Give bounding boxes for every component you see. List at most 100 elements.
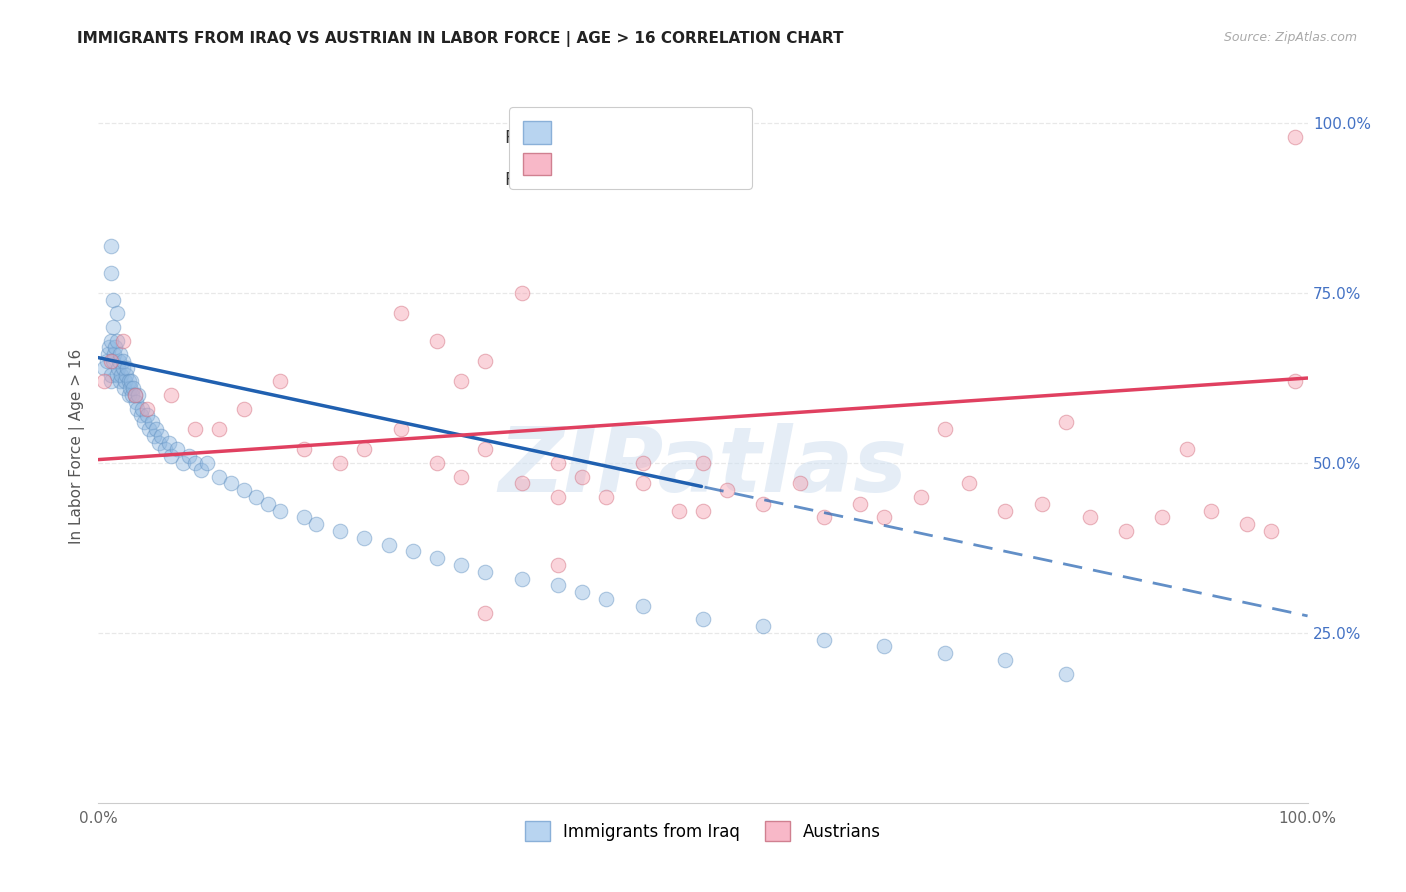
Point xyxy=(329,524,352,538)
Point xyxy=(450,469,472,483)
Point xyxy=(141,415,163,429)
Point xyxy=(179,449,201,463)
Point xyxy=(118,381,141,395)
Point xyxy=(692,612,714,626)
Point xyxy=(111,360,134,375)
Point xyxy=(172,456,194,470)
Point xyxy=(510,476,533,491)
Point xyxy=(104,341,127,355)
Point xyxy=(269,503,291,517)
Point xyxy=(98,341,121,355)
Point xyxy=(93,360,115,375)
Point xyxy=(127,401,149,416)
Point xyxy=(110,368,132,382)
Point xyxy=(96,354,118,368)
Point xyxy=(127,388,149,402)
Point xyxy=(474,354,496,368)
Point xyxy=(571,585,593,599)
Point xyxy=(105,306,128,320)
Point xyxy=(108,375,131,389)
Point xyxy=(256,497,278,511)
Text: Source: ZipAtlas.com: Source: ZipAtlas.com xyxy=(1223,31,1357,45)
Point xyxy=(474,442,496,457)
Point xyxy=(121,388,143,402)
Point xyxy=(150,429,173,443)
Point xyxy=(124,388,146,402)
Point xyxy=(934,422,956,436)
Point xyxy=(108,347,131,361)
Point xyxy=(232,401,254,416)
Point xyxy=(910,490,932,504)
Legend: Immigrants from Iraq, Austrians: Immigrants from Iraq, Austrians xyxy=(517,814,889,848)
Point xyxy=(934,646,956,660)
Point xyxy=(101,293,124,307)
Point xyxy=(1284,375,1306,389)
Point xyxy=(166,442,188,457)
Point xyxy=(135,401,157,416)
Point xyxy=(105,368,128,382)
Text: 55: 55 xyxy=(637,171,661,189)
Point xyxy=(547,456,569,470)
Point xyxy=(1175,442,1198,457)
Point xyxy=(1054,415,1077,429)
Point xyxy=(100,375,122,389)
Point xyxy=(1152,510,1174,524)
Point xyxy=(571,469,593,483)
Point xyxy=(143,429,166,443)
Point xyxy=(160,449,183,463)
Point xyxy=(292,510,315,524)
Text: R =: R = xyxy=(505,171,538,189)
Point xyxy=(716,483,738,498)
Point xyxy=(100,368,122,382)
Point xyxy=(93,375,115,389)
Text: IMMIGRANTS FROM IRAQ VS AUSTRIAN IN LABOR FORCE | AGE > 16 CORRELATION CHART: IMMIGRANTS FROM IRAQ VS AUSTRIAN IN LABO… xyxy=(77,31,844,47)
Point xyxy=(153,442,176,457)
Point xyxy=(118,375,141,389)
Point xyxy=(101,354,124,368)
Point xyxy=(1115,524,1137,538)
Point xyxy=(595,490,617,504)
Point xyxy=(100,238,122,252)
Point xyxy=(108,354,131,368)
Point xyxy=(114,375,136,389)
Point xyxy=(118,388,141,402)
Point xyxy=(112,381,135,395)
Point xyxy=(813,632,835,647)
Point xyxy=(131,401,153,416)
Point xyxy=(129,409,152,423)
Point xyxy=(145,422,167,436)
Point xyxy=(134,415,156,429)
Point xyxy=(873,510,896,524)
Point xyxy=(111,354,134,368)
Point xyxy=(138,422,160,436)
Point xyxy=(547,558,569,572)
Point xyxy=(221,476,243,491)
Point xyxy=(208,469,231,483)
Point xyxy=(101,320,124,334)
Point xyxy=(353,531,375,545)
Point xyxy=(752,619,775,633)
Point xyxy=(245,490,267,504)
Point xyxy=(1284,129,1306,144)
Point xyxy=(547,578,569,592)
Point xyxy=(184,422,207,436)
Point xyxy=(97,347,120,361)
Text: ZIPatlas: ZIPatlas xyxy=(499,424,907,511)
Point xyxy=(595,591,617,606)
Point xyxy=(813,510,835,524)
Point xyxy=(752,497,775,511)
Point xyxy=(402,544,425,558)
Point xyxy=(474,565,496,579)
Point xyxy=(111,334,134,348)
Point xyxy=(124,388,146,402)
Point xyxy=(100,354,122,368)
Point xyxy=(157,435,180,450)
Point xyxy=(122,381,145,395)
Point xyxy=(849,497,872,511)
Point xyxy=(426,456,449,470)
Point xyxy=(547,490,569,504)
Point xyxy=(450,375,472,389)
Point xyxy=(510,572,533,586)
Point xyxy=(232,483,254,498)
Point xyxy=(292,442,315,457)
